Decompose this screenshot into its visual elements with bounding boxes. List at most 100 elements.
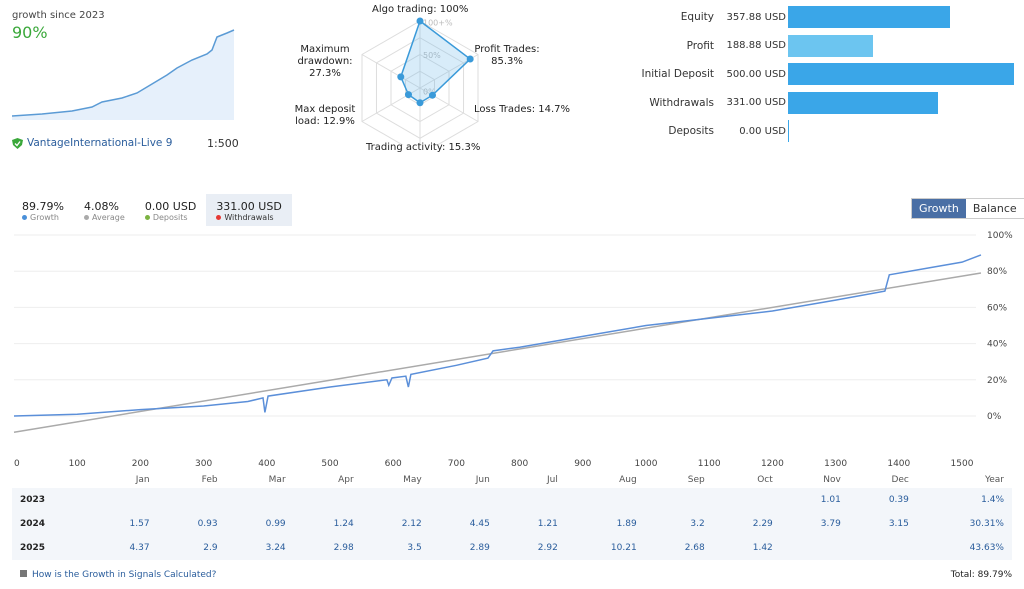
table-cell: 2.92 xyxy=(537,543,558,553)
table-cell: 1.21 xyxy=(537,519,558,529)
radar-label-deposit-load: Max deposit load: 12.9% xyxy=(294,104,356,127)
legend-dot xyxy=(144,215,150,220)
series-growth xyxy=(13,254,982,417)
x-tick-label: 1400 xyxy=(887,459,910,469)
radar-label-drawdown: Maximum drawdown: 27.3% xyxy=(297,44,353,79)
x-tick-label: 200 xyxy=(132,459,149,469)
balance-label: Deposits xyxy=(668,125,714,137)
table-header: Apr xyxy=(338,475,354,485)
table-row: 2025 4.37 2.9 3.24 2.98 3.5 2.89 2.92 10.21 2.68 1… xyxy=(12,536,1012,560)
y-tick-label: 40% xyxy=(987,340,1007,350)
table-cell: 3.2 xyxy=(690,519,705,529)
stat-value: 89.79% xyxy=(22,200,64,213)
x-tick-label: 400 xyxy=(258,459,275,469)
info-icon xyxy=(20,570,27,577)
table-cell: 2.89 xyxy=(469,543,490,553)
balance-label: Equity xyxy=(680,11,714,23)
table-header: Jul xyxy=(546,475,558,485)
radar-point xyxy=(428,91,436,99)
radar-label-profit: Profit Trades: 85.3% xyxy=(474,44,540,67)
radar-point xyxy=(404,91,412,99)
table-header: Sep xyxy=(687,475,705,485)
table-cell: 30.31% xyxy=(969,519,1004,529)
table-cell xyxy=(430,488,498,512)
balance-bar xyxy=(788,63,1014,85)
balance-value: 357.88 USD xyxy=(726,11,786,23)
y-tick-label: 0% xyxy=(987,412,1002,422)
table-cell: 2023 xyxy=(20,495,46,505)
radar-tick: 50% xyxy=(423,51,441,60)
growth-tab[interactable]: Growth xyxy=(912,199,966,218)
balance-bar xyxy=(788,34,874,57)
radar-point xyxy=(397,73,405,81)
balance-row: Withdrawals 331.00 USD xyxy=(600,91,1020,114)
table-cell: 2.12 xyxy=(401,519,422,529)
growth-chart: 100% 80% 60% 40% 20% 0% 0 100 200 300 400 500 600 700… xyxy=(13,231,1013,469)
legend-dot xyxy=(22,215,27,220)
total-growth: Total: 89.79% xyxy=(950,570,1012,580)
balance-value: 331.00 USD xyxy=(726,97,786,108)
table-cell: 2.68 xyxy=(684,543,705,553)
table-cell xyxy=(158,488,226,512)
x-tick-label: 100 xyxy=(69,459,86,469)
table-cell xyxy=(566,488,645,512)
x-tick-label: 1500 xyxy=(951,459,974,469)
x-tick-label: 700 xyxy=(448,459,465,469)
y-tick-label: 20% xyxy=(987,376,1007,386)
table-cell: 1.01 xyxy=(820,495,841,505)
radar-tick: 0% xyxy=(423,88,436,97)
legend-dot xyxy=(83,215,89,220)
x-tick-label: 1200 xyxy=(761,459,784,469)
balance-bar xyxy=(788,6,950,28)
table-header: Feb xyxy=(201,475,218,485)
table-cell: 3.79 xyxy=(820,519,841,529)
radar-area xyxy=(399,19,472,104)
radar-axis xyxy=(361,54,421,89)
radar-chart: 100+% 50% 0% xyxy=(361,17,479,145)
stat-deposits[interactable]: 0.00 USD Deposits xyxy=(135,194,207,226)
radar-label-algo: Algo trading: 100% xyxy=(372,4,469,15)
table-header: Mar xyxy=(268,475,286,485)
x-tick-label: 500 xyxy=(321,459,338,469)
table-cell xyxy=(226,488,294,512)
table-cell: 1.4% xyxy=(981,495,1004,505)
table-cell xyxy=(498,488,566,512)
x-tick-label: 1100 xyxy=(698,459,721,469)
balance-value: 0.00 USD xyxy=(739,125,786,137)
table-cell: 3.24 xyxy=(265,543,286,553)
table-row: 2023 1.01 0.39 1.4% xyxy=(12,488,1012,512)
stat-average[interactable]: 4.08% Average xyxy=(74,194,135,226)
stat-label: Growth xyxy=(30,213,59,222)
table-header: Year xyxy=(984,475,1004,485)
stat-label: Deposits xyxy=(152,213,188,222)
broker-link[interactable]: VantageInternational-Live 9 xyxy=(12,137,172,149)
x-tick-label: 1000 xyxy=(635,459,658,469)
balance-label: Profit xyxy=(686,39,714,52)
table-header: Nov xyxy=(823,475,841,485)
broker-name: VantageInternational-Live 9 xyxy=(27,137,173,149)
radar-point xyxy=(416,99,424,107)
x-tick-label: 600 xyxy=(385,459,402,469)
stat-value: 4.08% xyxy=(83,200,119,213)
x-tick-label: 1300 xyxy=(824,459,847,469)
stat-withdrawals[interactable]: 331.00 USD Withdrawals xyxy=(206,194,292,226)
table-cell: 2.29 xyxy=(752,519,773,529)
stat-growth[interactable]: 89.79% Growth xyxy=(12,194,74,226)
x-tick-label: 900 xyxy=(574,459,591,469)
balance-row: Initial Deposit 500.00 USD xyxy=(600,63,1020,85)
mini-growth-chart xyxy=(12,29,235,120)
table-cell xyxy=(362,488,430,512)
growth-help-link[interactable]: How is the Growth in Signals Calculated? xyxy=(20,570,216,580)
legend-dot xyxy=(216,215,222,220)
growth-since-label: growth since 2023 xyxy=(12,10,105,21)
balance-label: Withdrawals xyxy=(649,96,714,109)
table-cell: 2024 xyxy=(20,519,46,529)
balance-tab[interactable]: Balance xyxy=(972,202,1017,215)
x-tick-label: 800 xyxy=(511,459,528,469)
radar-tick: 100+% xyxy=(423,19,453,28)
table-cell xyxy=(294,488,362,512)
balance-value: 500.00 USD xyxy=(726,68,786,80)
y-tick-label: 80% xyxy=(987,267,1007,277)
balance-value: 188.88 USD xyxy=(726,40,786,51)
balance-row: Deposits 0.00 USD xyxy=(600,120,1020,142)
